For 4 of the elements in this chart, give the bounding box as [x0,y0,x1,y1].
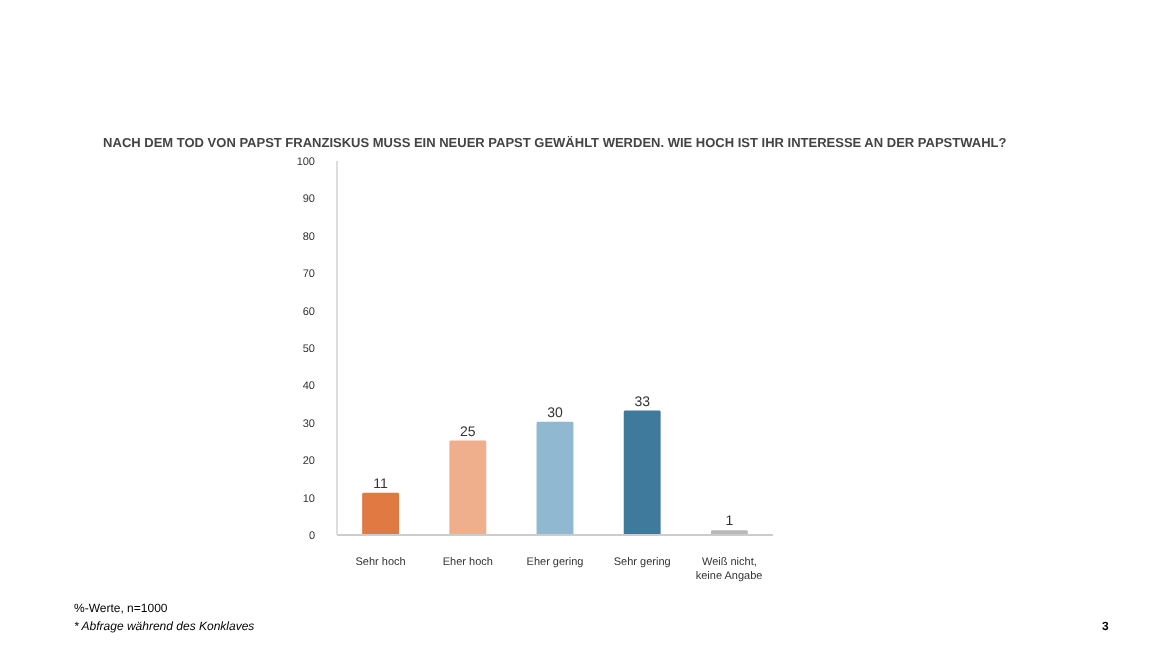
bar [449,440,487,535]
bar [536,421,574,535]
bar [362,492,400,535]
bar [623,410,661,535]
